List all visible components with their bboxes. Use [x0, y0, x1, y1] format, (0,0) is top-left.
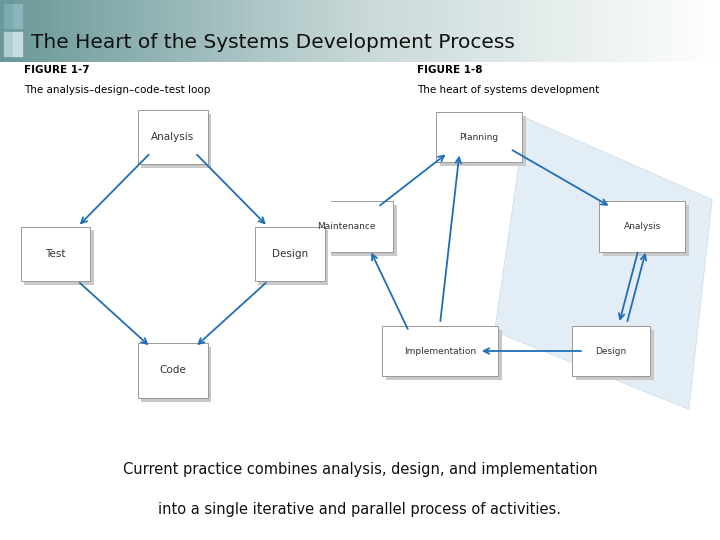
Text: Analysis: Analysis: [151, 132, 194, 142]
Text: into a single iterative and parallel process of activities.: into a single iterative and parallel pro…: [158, 502, 562, 517]
Text: The analysis–design–code–test loop: The analysis–design–code–test loop: [24, 85, 210, 94]
FancyBboxPatch shape: [600, 201, 685, 252]
Text: The heart of systems development: The heart of systems development: [417, 85, 599, 94]
FancyBboxPatch shape: [24, 231, 94, 285]
FancyBboxPatch shape: [258, 231, 328, 285]
Text: Code: Code: [159, 366, 186, 375]
FancyBboxPatch shape: [386, 329, 503, 380]
FancyBboxPatch shape: [300, 201, 393, 252]
Bar: [13, 4, 22, 28]
Text: Current practice combines analysis, design, and implementation: Current practice combines analysis, desi…: [122, 462, 598, 477]
Text: FIGURE 1-7: FIGURE 1-7: [24, 65, 89, 75]
FancyBboxPatch shape: [304, 205, 397, 256]
Text: FIGURE 1-8: FIGURE 1-8: [417, 65, 482, 75]
Text: Analysis: Analysis: [624, 222, 661, 231]
FancyBboxPatch shape: [138, 343, 207, 397]
FancyBboxPatch shape: [436, 112, 522, 163]
FancyBboxPatch shape: [572, 326, 650, 376]
FancyBboxPatch shape: [21, 227, 91, 281]
Polygon shape: [495, 118, 712, 409]
Text: Design: Design: [272, 249, 308, 259]
FancyBboxPatch shape: [138, 110, 207, 164]
Text: Planning: Planning: [459, 133, 498, 141]
Bar: [13, 32, 22, 56]
FancyBboxPatch shape: [603, 205, 689, 256]
FancyBboxPatch shape: [141, 347, 211, 402]
Text: The Heart of the Systems Development Process: The Heart of the Systems Development Pro…: [31, 33, 515, 52]
Text: Maintenance: Maintenance: [318, 222, 376, 231]
Text: Implementation: Implementation: [404, 347, 476, 355]
FancyBboxPatch shape: [382, 326, 498, 376]
Text: Design: Design: [595, 347, 627, 355]
FancyBboxPatch shape: [576, 329, 654, 380]
Text: Test: Test: [45, 249, 66, 259]
FancyBboxPatch shape: [255, 227, 325, 281]
FancyBboxPatch shape: [440, 116, 526, 166]
Bar: [4, 32, 12, 56]
FancyBboxPatch shape: [141, 114, 211, 168]
Bar: [4, 4, 12, 28]
